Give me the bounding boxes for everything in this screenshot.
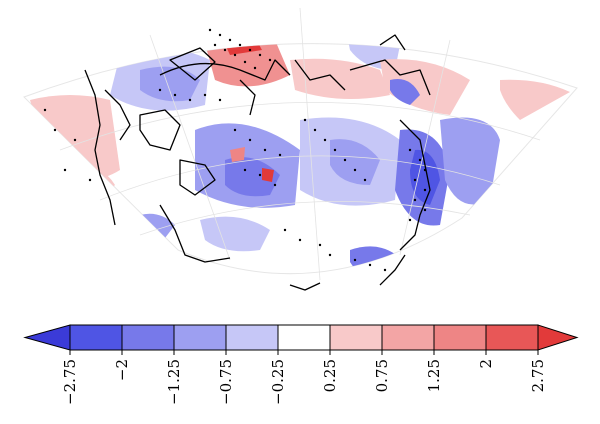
colorbar-bin (381, 324, 435, 351)
stipple-dots (43, 28, 427, 272)
colorbar: −2.75 −2 −1.25 −0.75 −0.25 0.25 0.75 1.25 2 2.75 (23, 324, 579, 405)
colorbar-bin (225, 324, 279, 351)
anomaly-patch (262, 168, 274, 182)
colorbar-high-extension (537, 324, 579, 351)
colorbar-tick-label: 0.25 (321, 359, 339, 392)
anomaly-patch (500, 79, 570, 120)
colorbar-tick-label: −0.75 (217, 359, 235, 405)
colorbar-bin (433, 324, 487, 351)
anomaly-patch (410, 149, 440, 205)
colorbar-tick-label: 1.25 (425, 359, 443, 392)
anomaly-patch (230, 147, 245, 162)
colorbar-bin (69, 324, 123, 351)
colorbar-bin (329, 324, 383, 351)
colorbar-tick-label: −0.25 (269, 359, 287, 405)
anomaly-patch (390, 79, 420, 105)
anomaly-patch (225, 157, 280, 197)
anomaly-patch (30, 95, 120, 179)
anomaly-patch (440, 117, 500, 205)
anomaly-patch (200, 43, 290, 87)
colorbar-tick-label: −2.75 (61, 359, 79, 405)
anomaly-patch (330, 139, 380, 185)
colorbar-low-extension (23, 324, 71, 351)
colorbar-tick-label: 2 (477, 359, 495, 369)
colorbar-tick-label: −2 (113, 359, 131, 381)
colorbar-bin (485, 324, 539, 351)
anomaly-patch (345, 43, 400, 70)
anomaly-field (30, 43, 570, 274)
colorbar-bin (173, 324, 227, 351)
anomaly-patch (140, 66, 200, 102)
colorbar-tick-label: −1.25 (165, 359, 183, 405)
coastlines (84, 34, 431, 291)
anomaly-patch (290, 58, 390, 99)
colorbar-bin (277, 324, 331, 351)
map-panel (23, 7, 578, 291)
colorbar-bin (121, 324, 175, 351)
colorbar-tick-label: 2.75 (529, 359, 547, 392)
colorbar-tick-label: 0.75 (373, 359, 391, 392)
graticule (59, 7, 541, 281)
